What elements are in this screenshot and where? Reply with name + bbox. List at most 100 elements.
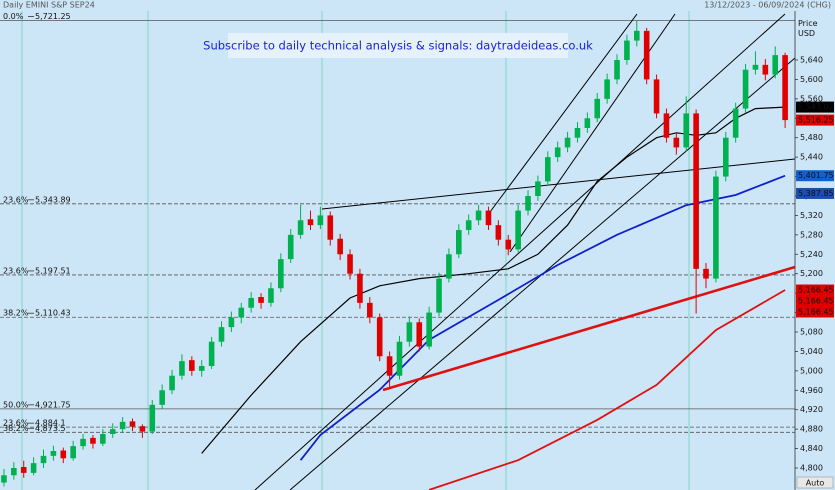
last-value-label: 5,516.25 xyxy=(798,116,834,125)
fib-value: 5,343.89 xyxy=(35,195,71,204)
last-value-box xyxy=(796,295,834,307)
candle-body xyxy=(564,137,571,148)
fib-label: 23.6% xyxy=(3,195,29,204)
candle-body xyxy=(396,341,403,376)
y-tick-label: 5,240 xyxy=(800,250,823,259)
moving-average xyxy=(201,106,786,454)
plot-area xyxy=(0,0,795,490)
candle-body xyxy=(238,307,245,318)
chart-title: Daily EMINI S&P SEP24 xyxy=(3,1,95,10)
candle-body xyxy=(535,181,541,196)
candle-body xyxy=(752,64,759,70)
candle-body xyxy=(574,127,581,138)
last-value-label: 5,166.45 xyxy=(798,286,834,295)
candle-body xyxy=(554,147,561,158)
last-value-label: 5,387.85 xyxy=(798,189,834,198)
candle-body xyxy=(189,360,195,371)
moving-average xyxy=(428,289,786,490)
y-tick-label: 5,480 xyxy=(800,133,823,142)
last-value-box xyxy=(796,114,834,126)
fib-value: 5,110.43 xyxy=(35,309,71,318)
candle-body xyxy=(446,254,452,279)
candle-body xyxy=(525,195,531,211)
trend-line xyxy=(321,158,796,210)
candle-body xyxy=(80,438,86,447)
banner: Subscribe to daily technical analysis & … xyxy=(203,39,593,53)
candle-body xyxy=(693,113,699,269)
candle-body xyxy=(456,229,462,255)
candle-body xyxy=(406,322,413,342)
last-value-box xyxy=(796,170,834,182)
candle-body xyxy=(762,64,769,75)
y-tick-label: 4,880 xyxy=(800,425,823,434)
candle-body xyxy=(426,312,432,347)
candle-body xyxy=(357,273,363,303)
auto-button-label[interactable]: Auto xyxy=(806,479,825,488)
candle-body xyxy=(772,55,779,75)
candle-body xyxy=(742,69,749,109)
candle-body xyxy=(327,215,334,240)
candle-body xyxy=(119,421,126,430)
y-tick-label: 5,200 xyxy=(800,269,823,278)
y-tick-label: 5,080 xyxy=(800,327,823,336)
last-value-box xyxy=(796,306,834,318)
auto-button[interactable] xyxy=(796,476,834,489)
banner-box xyxy=(228,33,568,58)
candle-body xyxy=(683,113,690,148)
candle-body xyxy=(544,157,551,182)
y-tick-label: 4,800 xyxy=(800,463,823,472)
candle-body xyxy=(663,113,670,138)
last-value-label: 5,166.45 xyxy=(798,297,834,306)
y-tick-label: 5,280 xyxy=(800,230,823,239)
fib-label: 0.0% xyxy=(3,12,24,21)
candle-body xyxy=(614,59,620,80)
candle-body xyxy=(505,239,512,250)
candle-body xyxy=(258,297,264,303)
candle-body xyxy=(159,390,165,405)
candle-body xyxy=(149,404,156,432)
candle-body xyxy=(782,55,788,121)
vertical-grid xyxy=(21,10,690,490)
y-tick-label: 4,840 xyxy=(800,444,823,453)
fib-label: 38.2% xyxy=(3,309,29,318)
candle-body xyxy=(208,341,215,366)
fib-value: 4,921.75 xyxy=(35,400,71,409)
y-tick-label: 5,640 xyxy=(800,55,823,64)
candle-body xyxy=(485,210,492,226)
candle-body xyxy=(337,238,343,255)
candle-body xyxy=(70,446,76,459)
fib-value: 5,197.51 xyxy=(35,266,71,275)
candle-body xyxy=(436,278,442,313)
fib-label: 38.2% xyxy=(3,424,29,433)
candle-body xyxy=(307,219,314,226)
trend-line xyxy=(254,13,786,490)
candle-body xyxy=(367,302,373,318)
y-tick-label: 5,440 xyxy=(800,153,823,162)
candle-body xyxy=(179,361,185,376)
candle-body xyxy=(139,426,146,432)
candle-body xyxy=(495,225,502,240)
candle-body xyxy=(703,268,709,279)
candle-body xyxy=(90,437,96,444)
candle-body xyxy=(100,433,106,444)
candle-body xyxy=(722,137,729,177)
y-tick-label: 5,560 xyxy=(800,94,823,103)
candle-body xyxy=(643,30,650,80)
y-tick-label: 4,960 xyxy=(800,386,823,395)
axis-label-box: Price USD xyxy=(798,19,818,38)
candle-body xyxy=(129,421,136,427)
candle-body xyxy=(287,234,294,260)
y-tick-label: 5,040 xyxy=(800,347,823,356)
candle-body xyxy=(633,30,640,41)
candle-body xyxy=(1,475,7,483)
candle-body xyxy=(60,450,67,459)
candle-body xyxy=(317,215,324,226)
fib-value: 5,721.25 xyxy=(35,12,71,21)
candle-body xyxy=(673,137,680,148)
candle-body xyxy=(416,322,423,347)
candle-body xyxy=(465,220,472,230)
candle-body xyxy=(228,317,235,328)
last-value-box xyxy=(796,101,834,113)
candle-body xyxy=(604,79,610,99)
